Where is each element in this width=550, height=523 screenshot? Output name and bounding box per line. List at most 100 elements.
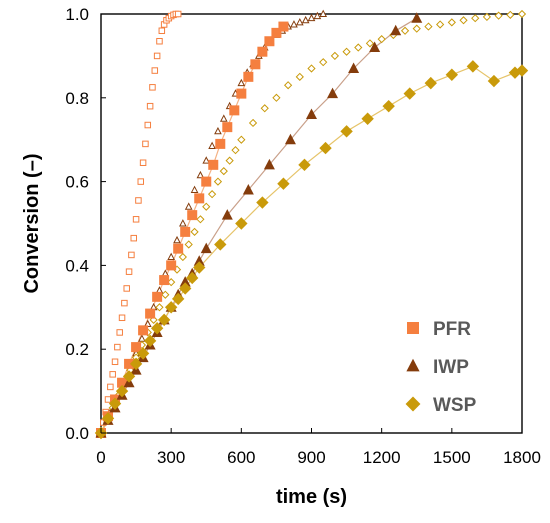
data-point [193,255,205,266]
data-point [151,67,159,74]
data-point [284,133,296,145]
data-point [307,64,316,73]
data-point [131,342,142,353]
data-point [179,276,191,287]
data-point [146,102,154,110]
data-point [135,197,142,204]
data-markers [94,9,529,440]
data-point [215,138,226,149]
data-point [295,72,304,81]
data-point [125,268,133,275]
data-point [107,383,114,391]
data-point [139,159,147,166]
data-point [411,12,423,23]
data-point [229,105,240,116]
data-point [117,377,128,388]
legend-marker-pfr [407,322,419,334]
data-point [494,11,503,20]
data-point [155,303,164,312]
data-point [157,313,171,327]
data-point [277,177,290,190]
data-point [186,271,199,285]
data-point [403,87,416,100]
data-point [194,193,205,204]
data-point [459,16,468,25]
y-tick-label: 0.4 [65,256,89,275]
data-point [283,81,293,90]
data-point [150,322,164,335]
data-point [412,24,421,33]
data-point [166,260,177,271]
data-point [187,210,198,221]
legend: PFR IWP WSP [405,319,477,416]
data-point [156,37,163,45]
data-point [173,243,184,254]
data-point [231,146,240,155]
data-point [222,122,233,133]
data-point [132,216,140,223]
data-point [243,71,254,82]
data-point [201,176,212,187]
data-point [424,22,433,31]
x-axis-ticks: 0 300 600 900 1200 1500 1800 [96,428,541,467]
data-point [108,397,122,410]
series-pfr [96,21,289,438]
data-point [143,334,157,348]
x-tick-label: 1200 [363,448,401,467]
x-axis-title: time (s) [276,486,347,508]
y-tick-label: 0.8 [65,89,89,108]
data-point [290,20,298,28]
data-point [235,217,248,230]
data-point [214,238,227,251]
data-point [319,9,328,17]
series-pfr-open [97,10,182,437]
data-point [295,18,304,26]
legend-label-iwp: IWP [433,357,469,378]
x-tick-label: 1800 [503,448,541,467]
data-point [208,159,219,170]
data-point [116,329,123,336]
series-wsp [94,60,529,440]
data-point [118,314,126,322]
data-point [369,41,381,53]
data-point [114,343,121,351]
y-tick-label: 0.2 [65,340,89,359]
data-point [123,285,130,292]
data-point [190,185,199,193]
data-point [327,87,339,99]
data-point [213,177,223,186]
series-iwp [95,12,423,438]
data-point [179,219,187,227]
y-tick-label: 0.0 [65,424,89,443]
data-point [207,190,217,199]
data-point [466,60,480,73]
data-point [237,78,246,87]
data-point [447,18,456,27]
data-point [517,9,527,19]
data-point [196,215,205,224]
data-point [202,156,211,164]
x-tick-label: 0 [96,448,105,467]
data-point [506,10,515,19]
data-point [136,347,150,360]
y-axis-ticks: 0.0 0.2 0.4 0.6 0.8 1.0 [65,5,106,443]
data-point [153,52,161,60]
y-tick-label: 1.0 [65,5,89,24]
fit-line-wsp [100,65,523,434]
data-point [225,156,234,165]
data-point [159,275,170,286]
data-point [152,291,163,302]
data-point [161,290,170,299]
data-point [202,202,211,211]
data-point [382,99,395,113]
data-point [121,299,128,307]
data-point [173,235,181,244]
data-point [221,209,233,220]
data-point [237,135,246,144]
data-point [508,66,522,79]
data-point [278,21,289,32]
data-point [193,261,206,274]
data-point [109,371,116,378]
data-point [104,396,112,403]
